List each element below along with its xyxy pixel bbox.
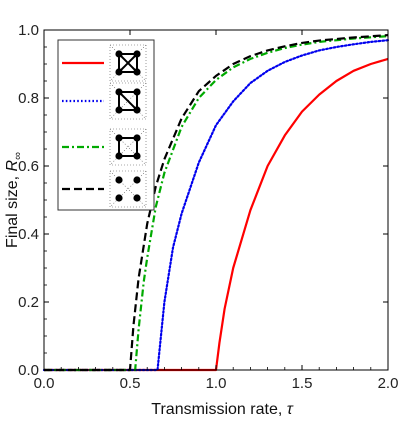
x-tick-label: 0.0 [34, 375, 55, 392]
legend-lattice [109, 170, 147, 208]
series-line-square_cycle [44, 35, 389, 372]
series-layer [42, 34, 390, 372]
y-tick-label: 0.2 [18, 294, 39, 311]
legend-lattice [109, 44, 147, 82]
legend-graph-node [115, 68, 123, 76]
legend [57, 39, 155, 211]
series-line-square_one_diagonal [42, 39, 390, 372]
legend-graph-node [133, 176, 141, 184]
legend-lattice [109, 82, 147, 120]
legend-lattice [109, 44, 147, 82]
series-line-four_isolated_nodes [44, 34, 389, 372]
legend-lattice [109, 128, 147, 166]
x-axis-label: Transmission rate, τ [151, 401, 293, 418]
legend-graph-node [115, 152, 123, 160]
y-tick-label: 0.6 [18, 158, 39, 175]
series-line-k4_clique [44, 57, 389, 372]
legend-graph-node [115, 88, 123, 96]
legend-lattice [109, 44, 147, 82]
legend-graph-node [133, 106, 141, 114]
y-tick-label: 1.0 [18, 22, 39, 39]
legend-graph-node [115, 134, 123, 142]
legend-box [57, 39, 155, 211]
legend-graph-icon-k4_clique [109, 44, 147, 82]
legend-graph-node [133, 194, 141, 202]
legend-lattice [109, 82, 147, 120]
legend-graph-node [133, 134, 141, 142]
y-axis-label: Final size, R∞ [4, 152, 24, 248]
x-tick-label: 0.5 [120, 375, 141, 392]
legend-graph-node [133, 50, 141, 58]
legend-graph-node [115, 194, 123, 202]
x-tick-label: 1.5 [292, 375, 313, 392]
legend-graph-icon-four_isolated_nodes [109, 170, 147, 208]
legend-graph-edge [118, 53, 138, 73]
legend-graph-icon-square_one_diagonal [109, 82, 147, 120]
legend-graph-edge [118, 91, 138, 111]
x-tick-label: 2.0 [378, 375, 399, 392]
legend-graph-node [133, 88, 141, 96]
legend-lattice [109, 128, 147, 166]
legend-lattice [109, 170, 147, 208]
legend-lattice [109, 128, 147, 166]
y-tick-label: 0.0 [18, 362, 39, 379]
legend-graph-node [115, 50, 123, 58]
legend-graph-node [115, 176, 123, 184]
legend-graph-node [133, 68, 141, 76]
legend-lattice [109, 82, 147, 120]
legend-graph-icon-square_cycle [109, 128, 147, 166]
y-tick-label: 0.8 [18, 90, 39, 107]
legend-lattice [109, 170, 147, 208]
legend-graph-node [115, 106, 123, 114]
x-tick-label: 1.0 [206, 375, 227, 392]
y-tick-label: 0.4 [18, 226, 39, 243]
ticks-layer: 0.0 0.5 1.0 1.5 2.0 0.0 0.2 0.4 0.6 0.8 1.0 [18, 22, 398, 392]
legend-graph-node [133, 152, 141, 160]
